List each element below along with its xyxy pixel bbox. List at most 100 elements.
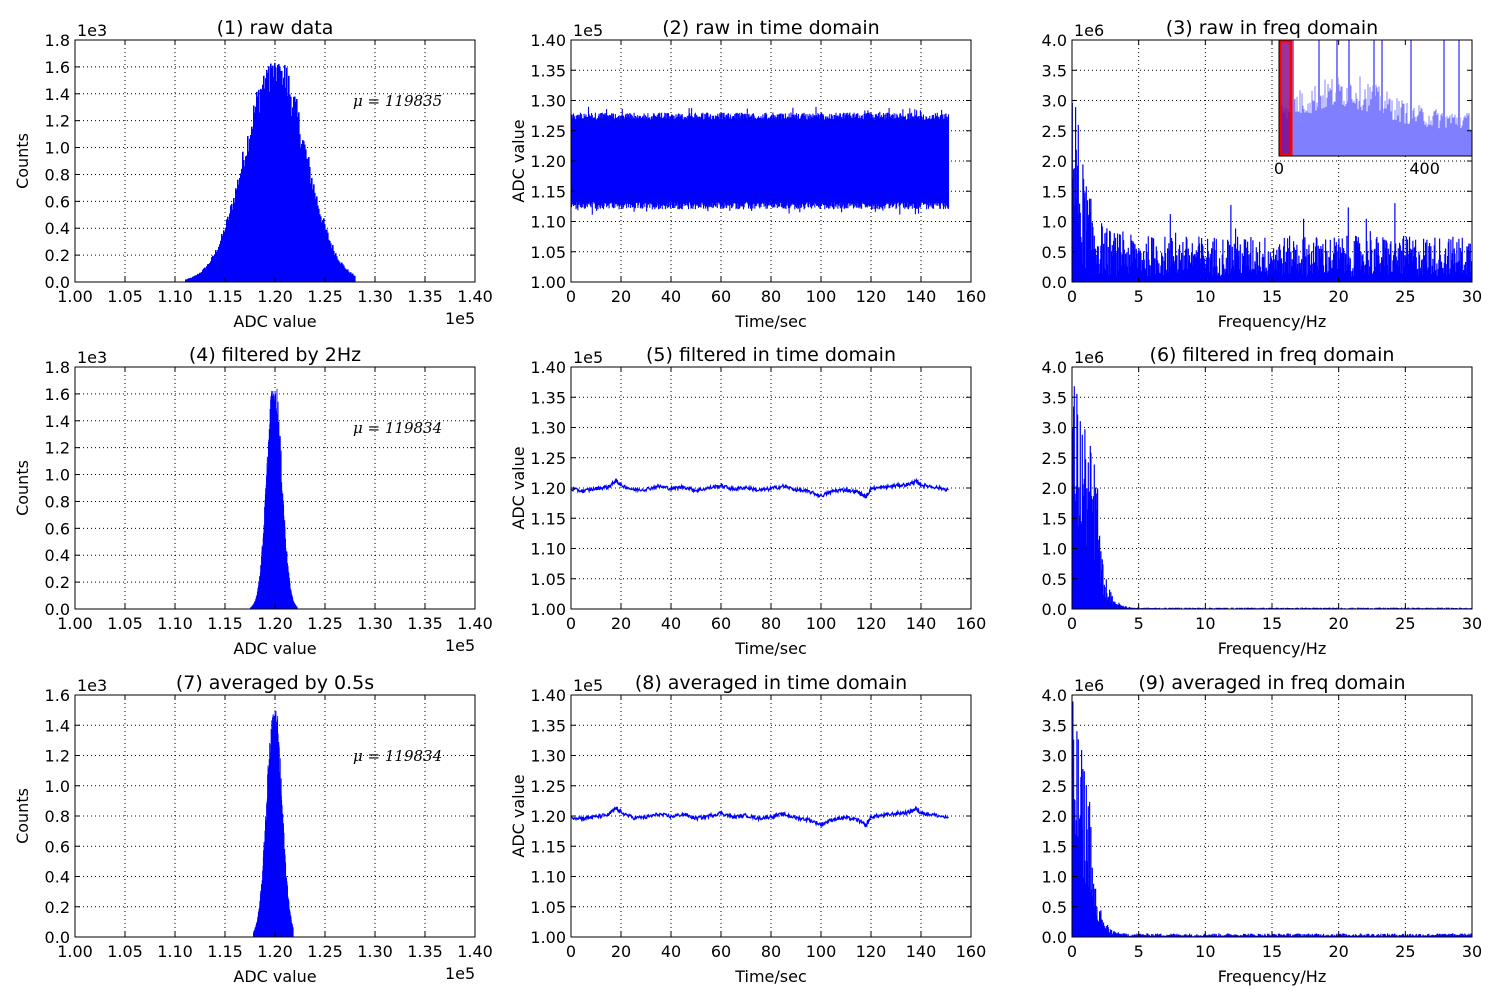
inset-highlight: [1279, 40, 1290, 156]
histogram-bar: [204, 267, 206, 282]
plot-area: [571, 477, 949, 499]
y-tick-label: 1.05: [530, 570, 566, 589]
chart-panel-7: 1.00 1.05 1.10 1.15 1.20 1.25 1.30 1.35 1.40 0.0 0…: [13, 672, 493, 986]
histogram-bar: [282, 84, 284, 282]
x-tick-label: 1.30: [357, 942, 393, 961]
y-offset-label: 1e3: [77, 21, 107, 40]
plot-area: [253, 710, 294, 937]
histogram-bar: [292, 107, 294, 282]
histogram-bar: [283, 77, 285, 282]
x-tick-label: 1.20: [257, 614, 293, 633]
histogram-bar: [354, 275, 356, 282]
histogram-bar: [326, 229, 328, 282]
y-tick-label: 0.4: [45, 868, 70, 887]
histogram-bar: [289, 94, 291, 282]
histogram-bar: [205, 268, 207, 282]
histogram-bar: [310, 183, 312, 282]
histogram-bar: [252, 129, 254, 282]
x-axis-label: Time/sec: [734, 639, 807, 658]
chart-panel-3: 0 400 0 5 10 15 20 25 30 0.0 0.5 1.0 1.5 2.0 2.5 3.0 3.5…: [1042, 17, 1483, 331]
y-tick-label: 0.6: [45, 192, 70, 211]
histogram-bar: [271, 68, 273, 282]
y-tick-label: 0.4: [45, 219, 70, 238]
y-tick-label: 0.0: [45, 600, 70, 619]
histogram-bar: [217, 250, 219, 282]
histogram-bar: [213, 256, 215, 282]
histogram-bar: [267, 73, 269, 282]
histogram-bar: [186, 279, 188, 282]
y-tick-label: 1.00: [530, 928, 566, 947]
y-axis-label: ADC value: [509, 119, 528, 202]
chart-title: (7) averaged by 0.5s: [176, 672, 374, 694]
x-tick-label: 1.00: [57, 614, 93, 633]
histogram-bar: [333, 250, 335, 282]
y-tick-label: 1.0: [45, 466, 70, 485]
plot-area: [185, 62, 356, 282]
x-tick-label: 1.10: [157, 287, 193, 306]
histogram-bar: [331, 248, 333, 282]
x-tick-label: 20: [1328, 942, 1348, 961]
histogram-bar: [236, 189, 238, 282]
y-tick-label: 0.8: [45, 165, 70, 184]
mean-annotation: μ = 119834: [353, 419, 442, 437]
y-tick-label: 3.5: [1042, 716, 1067, 735]
y-tick-label: 0.0: [1042, 273, 1067, 292]
x-tick-label: 100: [806, 614, 837, 633]
histogram-bar: [293, 96, 295, 282]
y-tick-label: 2.0: [1042, 479, 1067, 498]
histogram-bar: [279, 66, 281, 282]
x-tick-label: 10: [1195, 614, 1215, 633]
histogram-bar: [228, 219, 230, 282]
histogram-bar: [266, 69, 268, 282]
series-line: [571, 477, 949, 499]
y-tick-label: 1.20: [530, 479, 566, 498]
histogram-bar: [280, 70, 282, 282]
x-tick-label: 20: [611, 614, 631, 633]
histogram-bar: [242, 151, 244, 282]
histogram-bar: [334, 254, 336, 282]
x-tick-label: 160: [956, 287, 987, 306]
histogram-bar: [290, 96, 292, 282]
y-offset-label: 1e3: [77, 348, 107, 367]
y-tick-label: 1.2: [45, 112, 70, 131]
histogram-bar: [187, 278, 189, 282]
y-tick-label: 1.40: [530, 31, 566, 50]
histogram-bar: [249, 138, 251, 282]
mean-annotation: μ = 119835: [353, 92, 442, 110]
histogram-bar: [311, 178, 313, 282]
histogram-bar: [291, 115, 293, 282]
chart-title: (9) averaged in freq domain: [1138, 672, 1405, 694]
histogram-bar: [342, 264, 344, 282]
y-tick-label: 1.30: [530, 747, 566, 766]
y-tick-label: 1.25: [530, 449, 566, 468]
histogram-bar: [196, 275, 198, 282]
x-tick-label: 60: [711, 942, 731, 961]
y-tick-label: 1.40: [530, 686, 566, 705]
histogram-bar: [215, 249, 217, 282]
x-axis-label: Frequency/Hz: [1218, 312, 1326, 331]
y-tick-label: 1.15: [530, 837, 566, 856]
x-tick-label: 1.30: [357, 614, 393, 633]
histogram-bar: [272, 65, 274, 282]
x-tick-label: 80: [761, 287, 781, 306]
y-tick-label: 1.30: [530, 419, 566, 438]
histogram-bar: [257, 96, 259, 282]
histogram-bar: [297, 116, 299, 282]
x-tick-label: 120: [856, 287, 887, 306]
x-tick-label: 25: [1395, 287, 1415, 306]
histogram-bar: [195, 275, 197, 282]
histogram-bar: [330, 243, 332, 282]
histogram-bar: [185, 279, 187, 282]
histogram-bar: [238, 184, 240, 282]
x-tick-label: 1.25: [307, 287, 343, 306]
histogram-bar: [200, 272, 202, 282]
histogram-bar: [226, 219, 228, 282]
histogram-bar: [296, 99, 298, 282]
x-tick-label: 40: [661, 942, 681, 961]
mean-annotation: μ = 119834: [353, 747, 442, 765]
histogram-bar: [244, 166, 246, 282]
x-tick-label: 160: [956, 942, 987, 961]
plot-area: [571, 106, 950, 215]
y-axis-label: ADC value: [509, 774, 528, 857]
y-offset-label: 1e3: [77, 676, 107, 695]
